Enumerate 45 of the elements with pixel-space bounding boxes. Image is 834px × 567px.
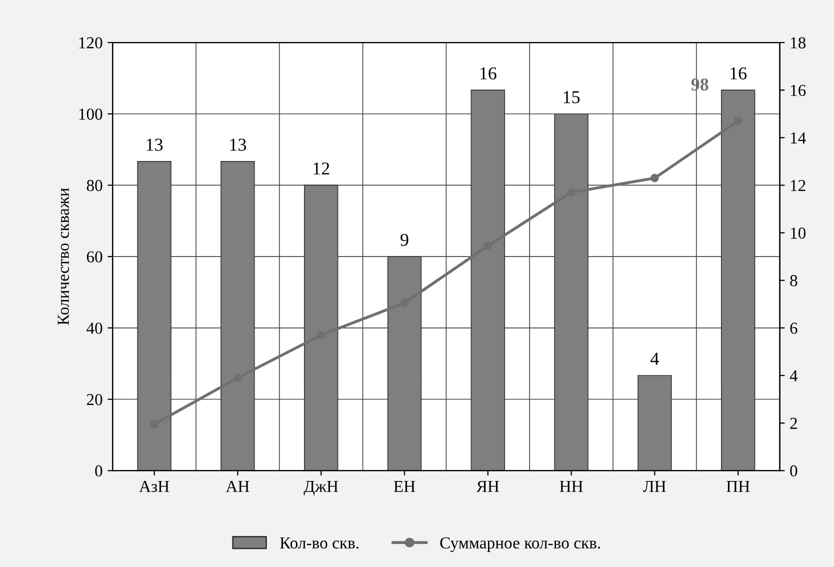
y-tick-label: 40	[86, 322, 102, 334]
x-tick-label: ЕН	[394, 480, 416, 492]
bar	[720, 90, 756, 471]
bar	[638, 375, 672, 471]
y2-tick-label: 4	[790, 370, 798, 382]
legend-label: Кол-во скв.	[280, 537, 358, 549]
bar	[220, 161, 255, 471]
y-tick-label: 60	[86, 251, 102, 263]
y-tick-label: 20	[86, 394, 102, 406]
bar	[470, 90, 505, 471]
data-label: 12	[314, 162, 330, 174]
y2-tick-label: 16	[790, 84, 806, 96]
y-tick-label: 120	[79, 37, 102, 48]
legend-label: Суммарное кол-во скв.	[440, 537, 600, 552]
y-tick-label: 0	[95, 465, 102, 477]
bar	[554, 113, 588, 471]
y-axis-title: Количество скважи	[58, 188, 69, 325]
data-label: 13	[230, 138, 246, 151]
y2-tick-label: 18	[790, 37, 806, 48]
data-label: 16	[730, 67, 747, 80]
data-label: 13	[146, 138, 163, 151]
x-tick-label: ПН	[726, 480, 750, 492]
x-tick-label: ЯН	[476, 480, 499, 492]
x-tick-label: ДжН	[304, 480, 338, 496]
x-tick-label: НН	[560, 480, 583, 492]
y2-tick-label: 10	[790, 227, 806, 239]
data-label: 15	[564, 91, 580, 104]
y-tick-label: 80	[86, 180, 102, 192]
point	[650, 174, 659, 182]
x-tick-label: ЛН	[643, 480, 666, 492]
y2-tick-label: 2	[790, 418, 797, 429]
y2-tick-label: 0	[790, 465, 798, 477]
bar	[137, 161, 172, 471]
data-label: 4	[650, 352, 659, 365]
y2-tick-label: 8	[790, 275, 798, 286]
x-tick-label: АзН	[139, 480, 170, 492]
x-tick-label: АН	[226, 480, 250, 492]
y2-tick-label: 6	[790, 322, 798, 334]
y2-tick-label: 14	[790, 132, 806, 144]
data-label: 16	[480, 67, 496, 80]
bar	[387, 256, 422, 471]
bar	[304, 184, 338, 471]
y-tick-label: 100	[79, 108, 102, 120]
data-label: 9	[400, 234, 408, 246]
y2-tick-label: 12	[790, 180, 806, 192]
